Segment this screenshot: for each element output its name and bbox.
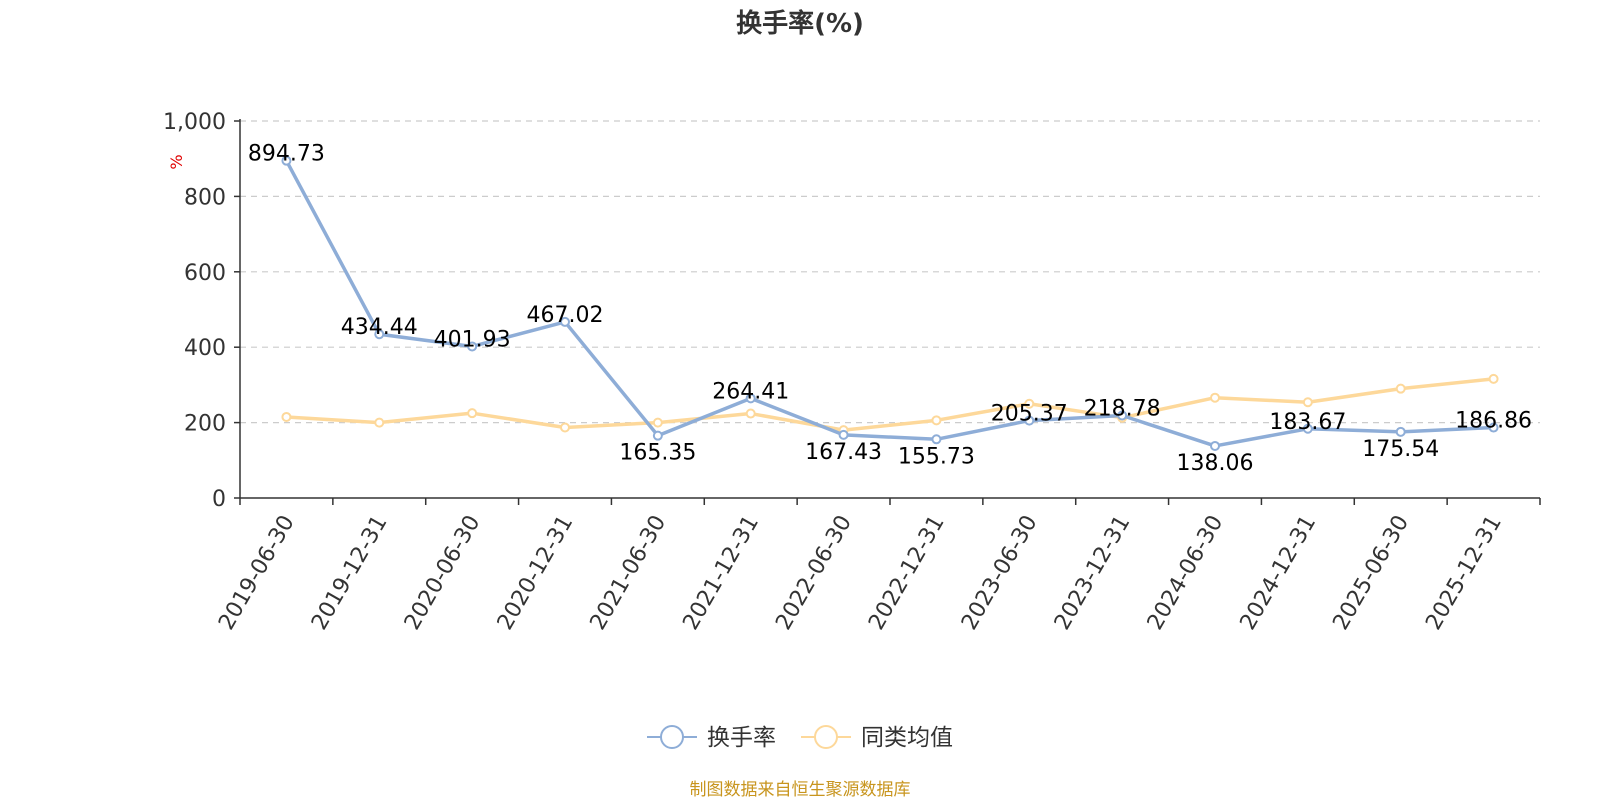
data-point xyxy=(374,329,385,340)
data-label: 138.06 xyxy=(1177,451,1254,476)
data-label: 434.44 xyxy=(341,315,418,340)
legend-label: 同类均值 xyxy=(861,725,953,751)
data-point xyxy=(1395,426,1406,437)
legend: 换手率 同类均值 xyxy=(647,725,953,751)
data-point xyxy=(467,341,478,352)
data-point xyxy=(1024,398,1035,409)
data-label: 218.78 xyxy=(1084,397,1161,422)
data-point xyxy=(1488,373,1499,384)
y-axis-unit-label: % xyxy=(167,154,186,169)
data-label: 401.93 xyxy=(434,327,511,352)
data-label: 467.02 xyxy=(527,303,604,328)
x-tick-label: 2025-12-31 xyxy=(1421,511,1507,634)
series-layer xyxy=(281,155,1499,451)
data-point xyxy=(838,429,849,440)
legend-item-0[interactable]: 换手率 xyxy=(647,725,776,751)
legend-marker xyxy=(660,725,684,749)
chart-title: 换手率(%) xyxy=(736,8,864,39)
data-label: 175.54 xyxy=(1362,437,1439,462)
y-tick-label: 400 xyxy=(184,336,226,361)
data-point xyxy=(652,417,663,428)
x-tick-label: 2019-06-30 xyxy=(214,511,300,634)
data-label: 165.35 xyxy=(619,441,696,466)
data-point xyxy=(1210,392,1220,403)
data-labels: 894.73 434.44 401.93 467.02 165.35 264.41 167.… xyxy=(248,142,1532,476)
x-tick-label: 2021-06-30 xyxy=(586,511,672,634)
data-point xyxy=(745,408,756,419)
data-point xyxy=(1302,397,1313,408)
data-point xyxy=(931,415,942,426)
series-line-1 xyxy=(284,377,1496,432)
y-tick-label: 600 xyxy=(184,261,226,286)
legend-marker xyxy=(814,725,838,749)
data-label: 894.73 xyxy=(248,142,325,167)
x-tick-label: 2020-06-30 xyxy=(400,511,486,634)
y-tick-label: 800 xyxy=(184,185,226,210)
data-point xyxy=(560,316,570,327)
legend-label: 换手率 xyxy=(707,725,776,751)
data-label: 155.73 xyxy=(898,444,975,469)
source-note: 制图数据来自恒生聚源数据库 xyxy=(690,780,911,800)
data-point xyxy=(281,155,292,166)
x-tick-label: 2019-12-31 xyxy=(307,511,393,634)
x-tick-label: 2024-12-31 xyxy=(1236,511,1322,634)
data-point xyxy=(1302,423,1313,434)
x-tick-label: 2024-06-30 xyxy=(1143,511,1229,634)
x-tick-label: 2023-12-31 xyxy=(1050,511,1136,634)
data-point xyxy=(467,408,478,419)
legend-item-1[interactable]: 同类均值 xyxy=(801,725,953,751)
data-label: 205.37 xyxy=(991,402,1068,427)
series-line-0 xyxy=(284,158,1496,448)
y-tick-label: 200 xyxy=(184,412,226,437)
x-tick-label: 2022-06-30 xyxy=(771,511,857,634)
data-point xyxy=(745,393,756,404)
data-label: 186.86 xyxy=(1455,409,1532,434)
data-point xyxy=(652,430,663,441)
x-tick-label: 2022-12-31 xyxy=(864,511,950,634)
data-point xyxy=(1024,415,1035,426)
data-label: 167.43 xyxy=(805,440,882,465)
data-point xyxy=(281,411,292,422)
data-label: 264.41 xyxy=(712,379,789,404)
data-point xyxy=(1117,410,1128,421)
data-point xyxy=(931,434,942,445)
y-tick-label: 0 xyxy=(212,487,226,512)
data-label: 183.67 xyxy=(1269,410,1346,435)
y-tick-label: 1,000 xyxy=(163,110,226,135)
data-point xyxy=(1488,422,1499,433)
x-tick-label: 2020-12-31 xyxy=(493,511,579,634)
x-tick-label: 2021-12-31 xyxy=(678,511,764,634)
data-point xyxy=(1395,383,1406,394)
grid-lines xyxy=(240,120,1540,424)
data-point xyxy=(1210,440,1220,451)
x-tick-label: 2025-06-30 xyxy=(1328,511,1414,634)
data-point xyxy=(560,422,570,433)
data-point xyxy=(374,417,385,428)
x-tick-label: 2023-06-30 xyxy=(957,511,1043,634)
